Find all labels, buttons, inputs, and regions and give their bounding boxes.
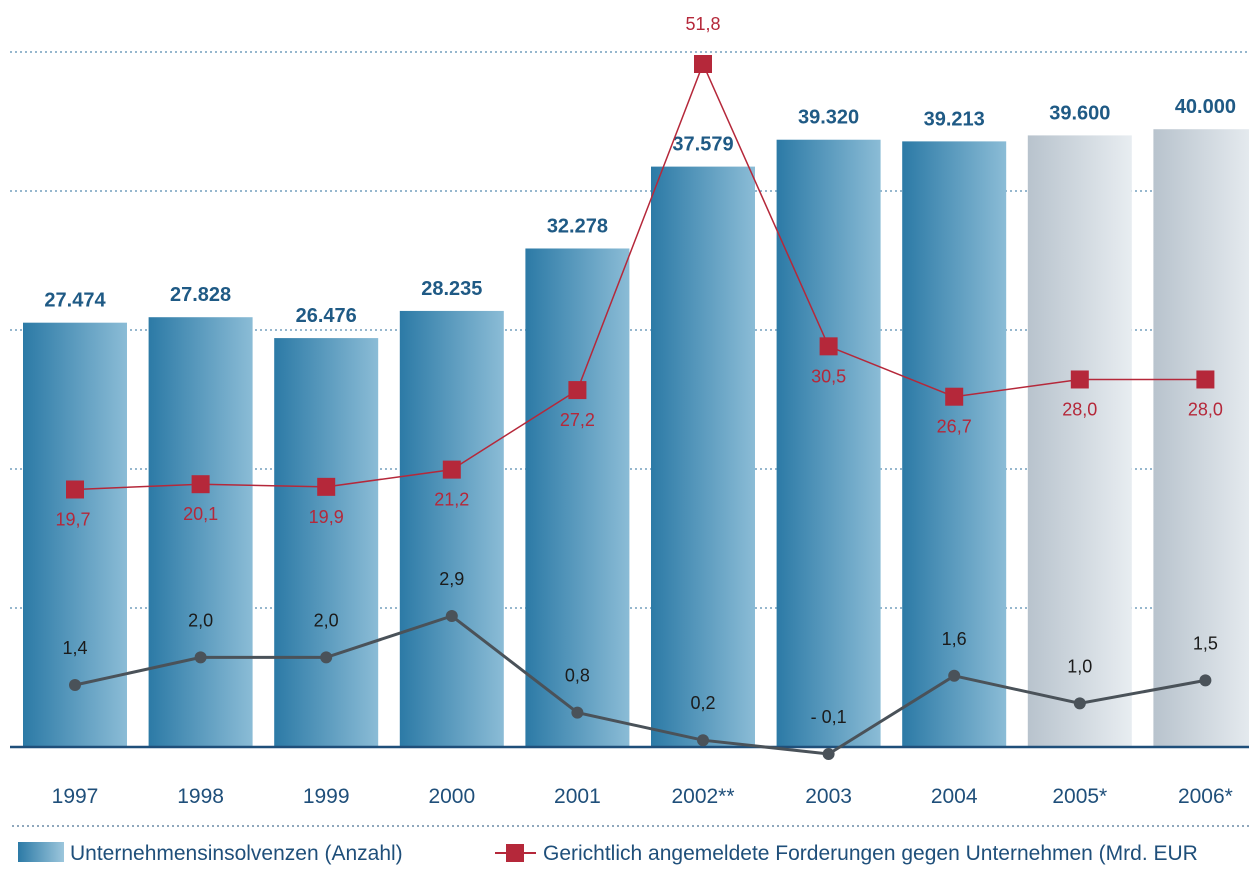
category-label: 2000 xyxy=(428,785,475,808)
red-value-label: 20,1 xyxy=(183,504,218,524)
category-label: 1998 xyxy=(177,785,224,808)
gray-marker xyxy=(320,651,333,664)
gray-value-label: 1,5 xyxy=(1193,633,1218,653)
bar-1998 xyxy=(148,317,253,747)
bars: 27.474 27.828 26.476 28.235 32.278 37.579 39.3… xyxy=(23,96,1249,748)
legend-red-label: Gerichtlich angemeldete Forderungen gege… xyxy=(543,842,1198,865)
red-series: 19,7 20,1 19,9 21,2 27,2 51,8 30,5 26,7 28,0 28,0 xyxy=(55,14,1222,530)
legend-red-marker xyxy=(506,844,524,862)
bar-2000 xyxy=(399,310,504,747)
red-marker xyxy=(442,460,461,479)
bar-1999 xyxy=(274,338,379,747)
category-label: 2003 xyxy=(805,785,852,808)
gray-marker xyxy=(1073,697,1086,710)
gray-marker xyxy=(69,679,81,691)
red-value-label: 28,0 xyxy=(1188,399,1223,419)
red-marker xyxy=(945,387,964,406)
bar-value-label: 39.320 xyxy=(798,107,859,129)
gray-marker xyxy=(571,706,584,719)
bar-value-label: 39.600 xyxy=(1049,102,1110,124)
bar-2001 xyxy=(525,248,630,747)
gray-marker xyxy=(697,734,709,747)
category-label: 2005* xyxy=(1052,785,1107,808)
gray-marker xyxy=(822,748,835,760)
red-marker xyxy=(191,475,210,494)
red-value-label: 28,0 xyxy=(1062,399,1097,419)
red-marker xyxy=(1196,370,1215,389)
bar-value-label: 32.278 xyxy=(547,215,608,237)
legend: Unternehmensinsolvenzen (Anzahl) Gericht… xyxy=(12,825,1249,865)
category-label: 2004 xyxy=(931,785,978,808)
bar-value-label: 26.476 xyxy=(296,305,357,327)
legend-bars-label: Unternehmensinsolvenzen (Anzahl) xyxy=(70,842,403,865)
gray-value-label: 2,0 xyxy=(188,610,213,630)
red-marker xyxy=(568,381,587,400)
gray-value-label: 1,0 xyxy=(1067,656,1092,676)
gray-marker xyxy=(445,610,458,622)
category-label: 1997 xyxy=(52,785,99,808)
bar-2005* xyxy=(1027,135,1132,747)
bar-value-label: 37.579 xyxy=(672,134,733,156)
category-label: 1999 xyxy=(303,785,350,808)
gray-value-label: 1,6 xyxy=(942,629,967,649)
red-value-label: 27,2 xyxy=(560,410,595,430)
category-label: 2006* xyxy=(1178,785,1233,808)
red-marker xyxy=(694,55,712,73)
red-value-label: 19,7 xyxy=(55,510,90,530)
bar-2004 xyxy=(902,141,1007,747)
gray-value-label: 1,4 xyxy=(62,638,87,658)
bar-value-label: 28.235 xyxy=(421,278,482,300)
gray-value-label: 0,8 xyxy=(565,666,590,686)
gray-marker xyxy=(194,651,207,664)
gray-series-line xyxy=(74,614,1206,756)
red-marker xyxy=(1070,370,1089,389)
red-value-label: 26,7 xyxy=(937,417,972,437)
red-value-label: 21,2 xyxy=(434,490,469,510)
red-value-label: 51,8 xyxy=(685,14,720,34)
bar-2003 xyxy=(776,139,881,748)
bar-2006* xyxy=(1153,129,1249,747)
gray-marker xyxy=(1199,674,1212,687)
gray-value-label: 2,0 xyxy=(314,610,339,630)
legend-bar-swatch xyxy=(18,842,64,862)
red-series-line xyxy=(74,62,1206,491)
bar-value-label: 27.474 xyxy=(44,290,106,312)
red-value-label: 30,5 xyxy=(811,366,846,386)
red-marker xyxy=(317,477,336,496)
category-label: 2001 xyxy=(554,785,601,808)
red-value-label: 19,9 xyxy=(309,507,344,527)
bar-value-label: 40.000 xyxy=(1175,96,1236,118)
category-labels: 1997 1998 1999 2000 2001 2002** 2003 2004 2005* 2… xyxy=(52,785,1233,808)
gray-series: 1,4 2,0 2,0 2,9 0,8 0,2 - 0,1 1,6 1,0 1,5 xyxy=(62,569,1218,760)
gray-value-label: - 0,1 xyxy=(811,707,847,727)
bar-value-label: 27.828 xyxy=(170,284,231,306)
red-marker xyxy=(66,480,84,499)
gray-marker xyxy=(948,669,961,682)
bar-value-label: 39.213 xyxy=(924,108,985,130)
gray-value-label: 2,9 xyxy=(439,569,464,589)
gray-value-label: 0,2 xyxy=(690,693,715,713)
red-marker xyxy=(819,337,838,356)
category-label: 2002** xyxy=(671,785,734,808)
bar-2002** xyxy=(651,166,755,747)
